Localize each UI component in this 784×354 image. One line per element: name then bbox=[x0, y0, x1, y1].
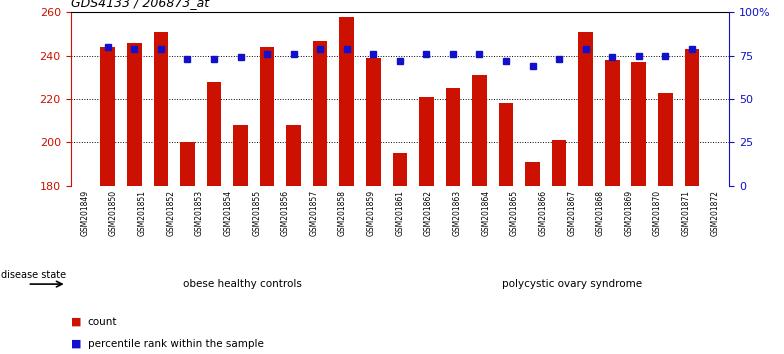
Text: obese healthy controls: obese healthy controls bbox=[183, 279, 302, 289]
Bar bbox=[393, 153, 407, 186]
Text: GSM201870: GSM201870 bbox=[653, 190, 662, 236]
Bar bbox=[286, 125, 301, 186]
Text: GSM201863: GSM201863 bbox=[452, 190, 462, 236]
Text: GSM201857: GSM201857 bbox=[310, 190, 318, 236]
Text: GSM201854: GSM201854 bbox=[223, 190, 233, 236]
Text: GSM201861: GSM201861 bbox=[395, 190, 405, 236]
Text: disease state: disease state bbox=[1, 270, 66, 280]
Text: GSM201864: GSM201864 bbox=[481, 190, 490, 236]
Bar bbox=[579, 32, 593, 186]
Text: ■: ■ bbox=[71, 317, 81, 327]
Text: GSM201849: GSM201849 bbox=[81, 190, 89, 236]
Bar bbox=[445, 88, 460, 186]
Bar bbox=[366, 58, 380, 186]
Text: percentile rank within the sample: percentile rank within the sample bbox=[88, 339, 263, 349]
Bar bbox=[552, 140, 566, 186]
Bar bbox=[339, 17, 354, 186]
Bar bbox=[499, 103, 514, 186]
Bar bbox=[154, 32, 169, 186]
Bar bbox=[525, 162, 540, 186]
Bar bbox=[207, 82, 221, 186]
Text: GSM201858: GSM201858 bbox=[338, 190, 347, 236]
Text: GSM201856: GSM201856 bbox=[281, 190, 290, 236]
Text: GSM201869: GSM201869 bbox=[624, 190, 633, 236]
Text: GSM201872: GSM201872 bbox=[710, 190, 719, 236]
Bar bbox=[684, 49, 699, 186]
Bar bbox=[472, 75, 487, 186]
Text: count: count bbox=[88, 317, 118, 327]
Text: GDS4133 / 206873_at: GDS4133 / 206873_at bbox=[71, 0, 209, 9]
Text: GSM201859: GSM201859 bbox=[367, 190, 376, 236]
Bar bbox=[260, 47, 274, 186]
Bar bbox=[658, 93, 673, 186]
Bar bbox=[605, 60, 619, 186]
Text: GSM201868: GSM201868 bbox=[596, 190, 604, 236]
Text: GSM201867: GSM201867 bbox=[567, 190, 576, 236]
Text: GSM201871: GSM201871 bbox=[681, 190, 691, 236]
Text: GSM201851: GSM201851 bbox=[138, 190, 147, 236]
Bar bbox=[127, 43, 142, 186]
Bar bbox=[234, 125, 248, 186]
Text: polycystic ovary syndrome: polycystic ovary syndrome bbox=[502, 279, 641, 289]
Text: GSM201850: GSM201850 bbox=[109, 190, 118, 236]
Text: ■: ■ bbox=[71, 339, 81, 349]
Text: GSM201853: GSM201853 bbox=[195, 190, 204, 236]
Bar bbox=[313, 41, 328, 186]
Bar bbox=[419, 97, 434, 186]
Text: GSM201865: GSM201865 bbox=[510, 190, 519, 236]
Text: GSM201862: GSM201862 bbox=[424, 190, 433, 236]
Bar bbox=[180, 142, 194, 186]
Text: GSM201855: GSM201855 bbox=[252, 190, 261, 236]
Text: GSM201866: GSM201866 bbox=[539, 190, 547, 236]
Bar bbox=[100, 47, 115, 186]
Bar bbox=[631, 62, 646, 186]
Text: GSM201852: GSM201852 bbox=[166, 190, 176, 236]
